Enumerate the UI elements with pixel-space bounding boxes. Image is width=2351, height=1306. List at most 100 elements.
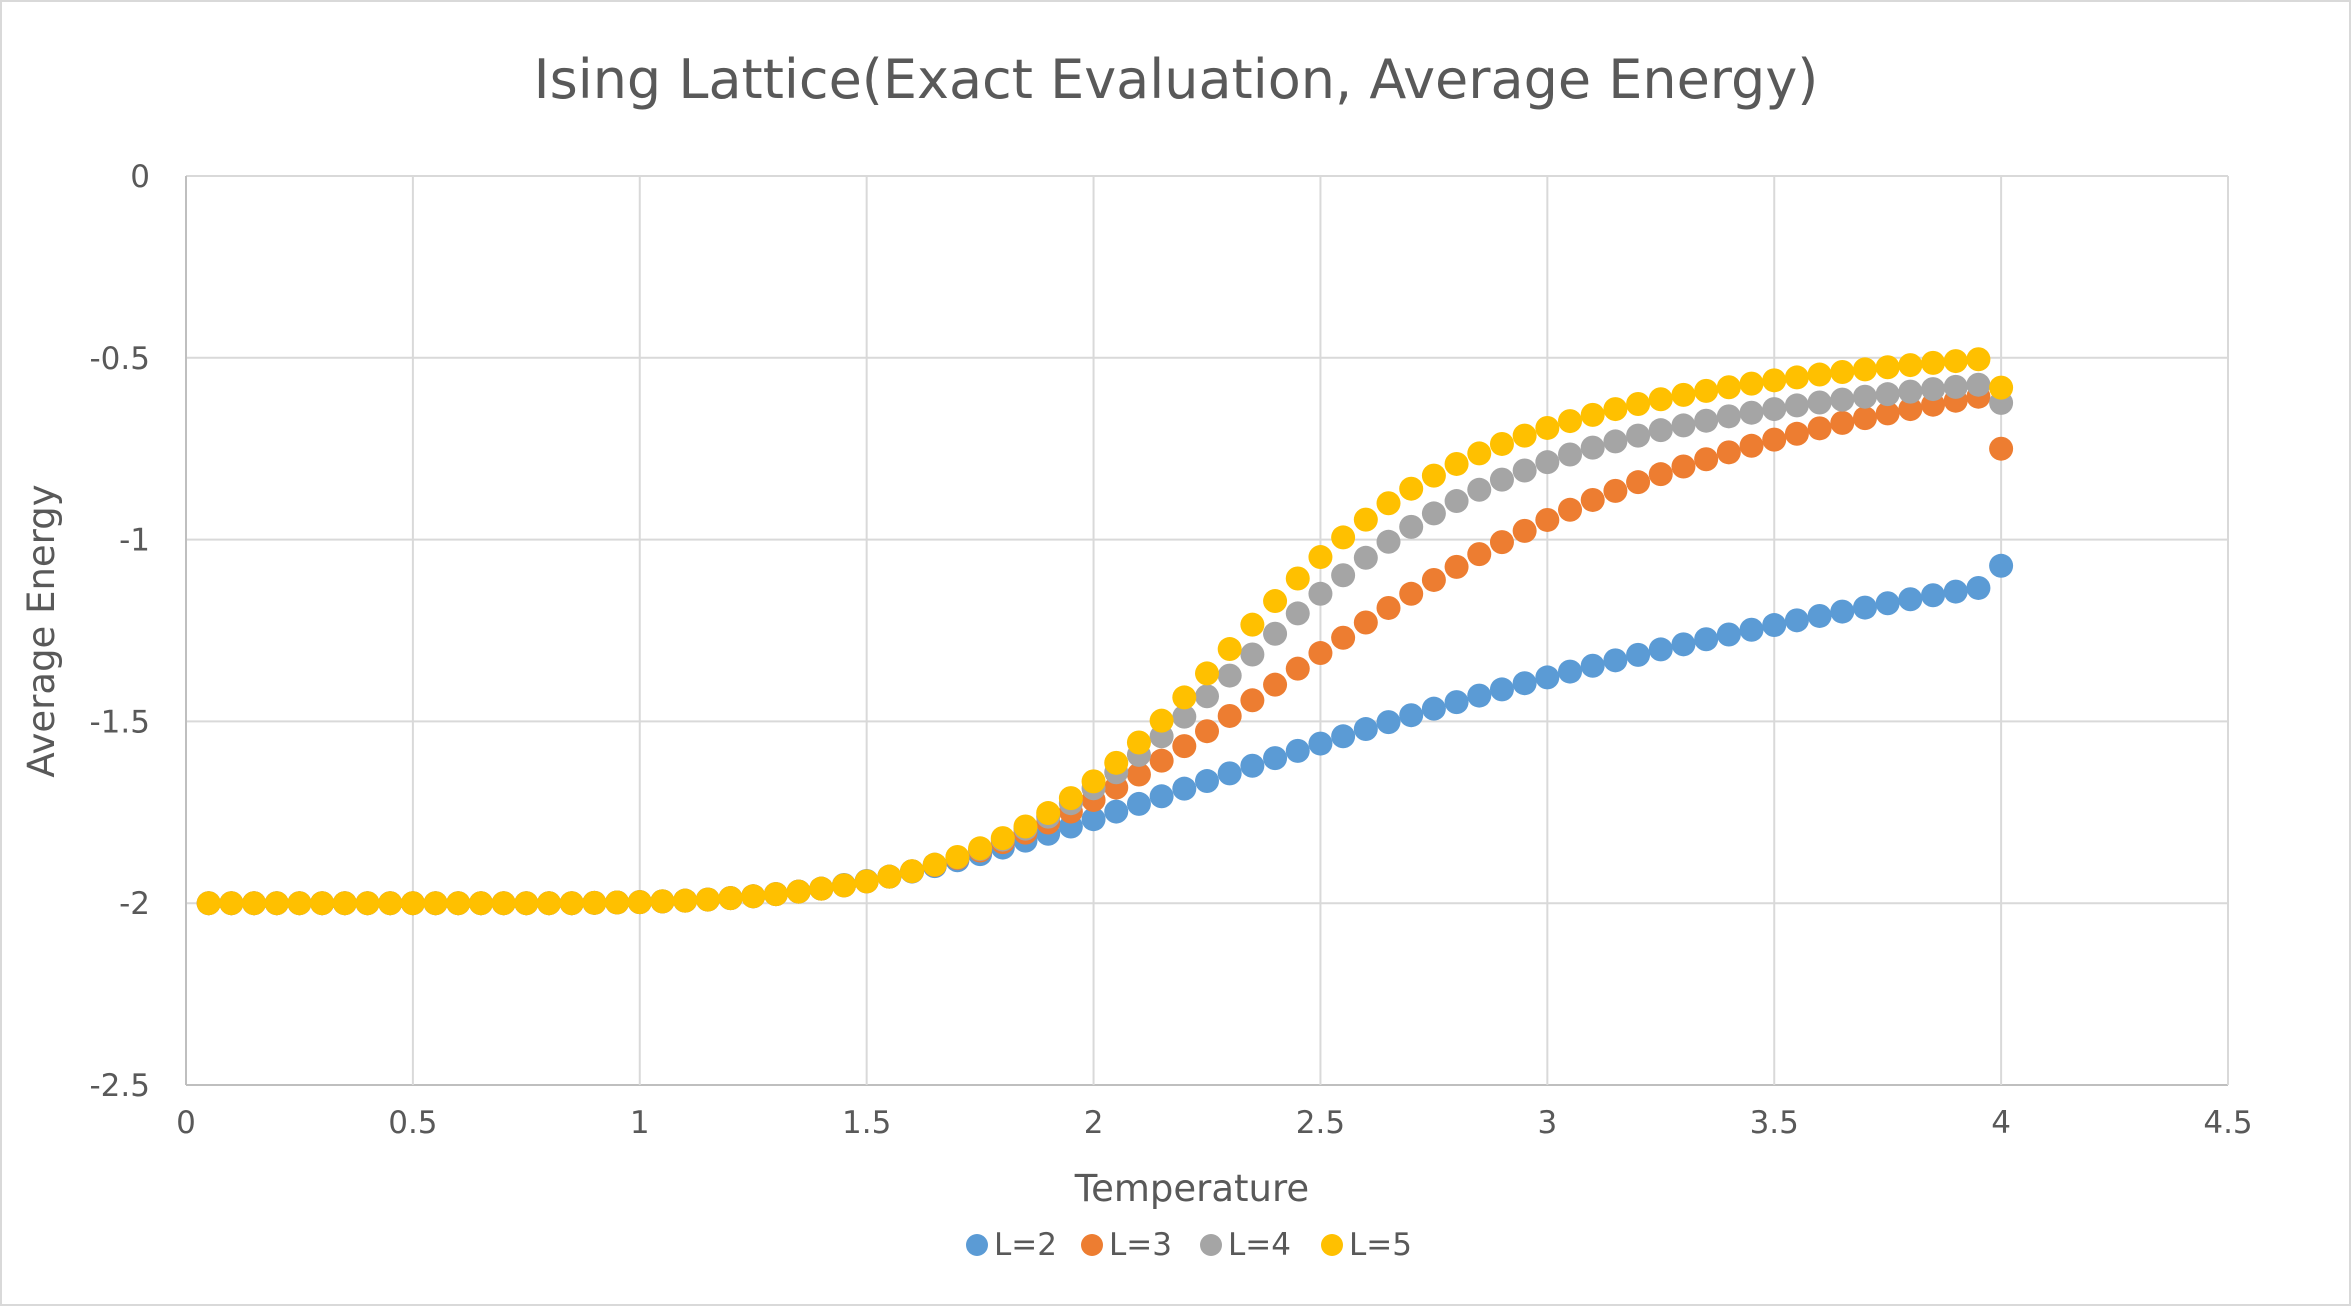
data-point [1512, 423, 1537, 448]
data-point [968, 836, 993, 861]
data-point [1263, 672, 1288, 697]
data-point [1898, 587, 1923, 612]
legend-marker [966, 1234, 988, 1256]
data-point [1240, 753, 1265, 778]
data-point [1036, 801, 1061, 826]
data-point [1195, 719, 1219, 744]
data-point [1989, 375, 2014, 400]
data-point [1671, 382, 1696, 407]
data-point [1149, 708, 1174, 733]
data-point [605, 890, 630, 915]
x-tick-label: 2 [1084, 1105, 1104, 1141]
data-point [945, 845, 970, 870]
data-point [1058, 786, 1083, 811]
data-point [446, 891, 471, 916]
data-point [1966, 347, 1991, 372]
legend-marker [1200, 1234, 1222, 1256]
data-point [1626, 391, 1651, 416]
y-tick-label: -2.5 [90, 1068, 151, 1104]
data-point [1671, 413, 1696, 438]
series-l-3 [196, 384, 2014, 916]
data-point [1489, 431, 1514, 456]
series-l-2 [196, 553, 2014, 916]
data-point [1603, 478, 1628, 503]
data-point [1240, 612, 1265, 637]
data-point [1943, 579, 1968, 604]
data-point [1784, 421, 1809, 446]
data-point [1263, 621, 1288, 646]
data-point [1716, 404, 1741, 429]
data-point [1716, 375, 1741, 400]
data-point [332, 891, 357, 916]
data-point [1081, 769, 1106, 794]
data-point [1852, 357, 1877, 382]
data-point [1762, 397, 1787, 422]
data-point [582, 890, 607, 915]
data-point [1126, 730, 1151, 755]
data-point [1331, 724, 1356, 749]
data-point [1331, 625, 1356, 650]
data-point [1921, 583, 1946, 608]
data-point [1489, 677, 1514, 702]
data-point [1285, 601, 1310, 626]
data-point [1762, 613, 1787, 638]
data-point [491, 891, 516, 916]
data-point [1353, 610, 1378, 635]
data-point [1626, 423, 1651, 448]
data-point [1694, 627, 1719, 652]
data-point [1308, 731, 1333, 756]
data-point [1217, 663, 1242, 688]
data-point [1558, 442, 1583, 467]
data-point [763, 882, 788, 907]
data-point [1376, 529, 1401, 554]
data-point [1943, 349, 1968, 374]
data-point [1172, 734, 1197, 759]
data-point [718, 886, 743, 911]
data-point [287, 891, 312, 916]
data-point [1308, 581, 1333, 606]
data-point [1104, 750, 1129, 775]
data-point [1966, 372, 1991, 397]
data-point [1784, 393, 1809, 418]
data-point [1875, 591, 1900, 616]
data-point [1898, 379, 1923, 404]
data-point [627, 890, 652, 915]
data-point [741, 884, 766, 909]
data-point [673, 888, 698, 913]
data-point [809, 876, 834, 901]
data-point [1989, 436, 2014, 461]
data-point [1535, 450, 1560, 475]
data-point [1898, 397, 1923, 422]
data-point [1966, 575, 1991, 600]
data-point [1444, 690, 1469, 715]
x-tick-label: 0.5 [388, 1105, 437, 1141]
data-point [1762, 368, 1787, 393]
data-point [1421, 463, 1446, 488]
legend-item: L=4 [1200, 1227, 1291, 1263]
data-point [1603, 429, 1628, 454]
data-point [1558, 497, 1583, 522]
data-point [537, 891, 562, 916]
data-point [1875, 401, 1900, 426]
x-tick-label: 4.5 [2203, 1105, 2252, 1141]
data-point [559, 891, 584, 916]
data-point [378, 891, 403, 916]
data-point [1421, 696, 1446, 721]
data-point [1240, 642, 1265, 667]
data-point [1285, 566, 1310, 591]
legend-marker [1081, 1234, 1103, 1256]
data-point [1648, 418, 1673, 443]
y-tick-label: -1 [119, 523, 150, 559]
legend-item: L=2 [966, 1227, 1057, 1263]
data-point [1444, 554, 1469, 579]
data-point [1807, 362, 1832, 387]
data-point [1852, 406, 1877, 431]
data-point [1195, 661, 1219, 686]
x-tick-label: 4 [1991, 1105, 2011, 1141]
y-tick-label: -2 [119, 886, 150, 922]
data-point [1989, 553, 2014, 578]
y-tick-label: -1.5 [90, 704, 151, 740]
data-point [1399, 476, 1424, 501]
data-point [1149, 784, 1174, 809]
data-point [831, 873, 856, 898]
